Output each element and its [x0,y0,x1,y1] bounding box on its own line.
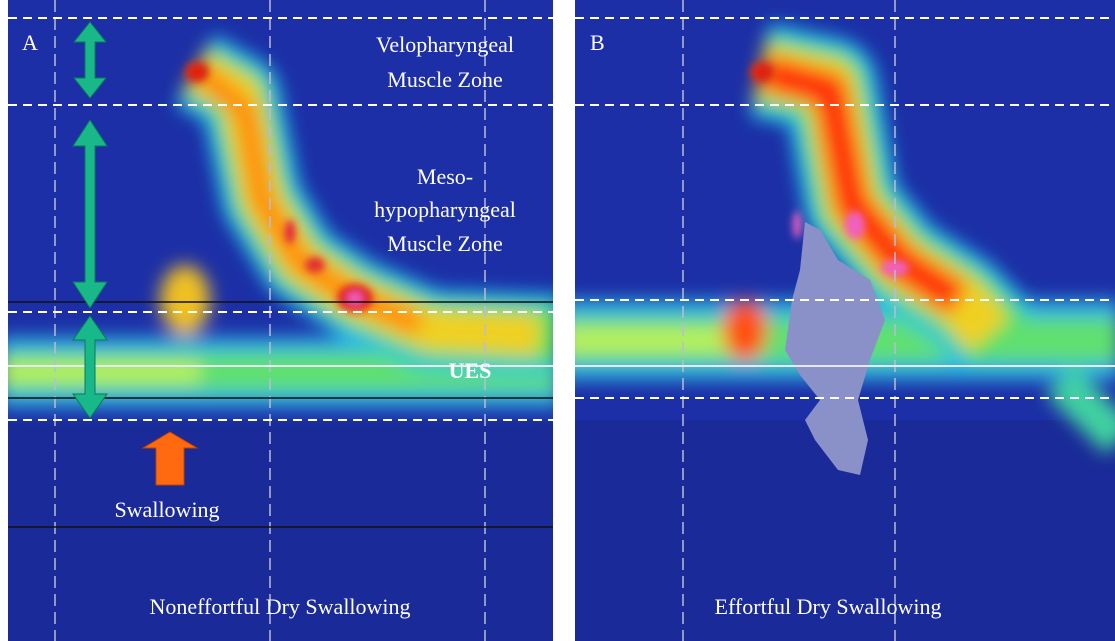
panel-caption: Noneffortful Dry Swallowing [149,594,410,619]
panel-label: A [22,30,38,55]
panel-caption: Effortful Dry Swallowing [715,594,942,619]
panel-b [560,0,1115,641]
zone-label: Meso- [417,164,473,189]
marker-label: Swallowing [114,497,219,522]
zone-label: Muscle Zone [387,67,502,92]
figure: A Velopharyngeal Muscle Zone Meso- hypop… [0,0,1115,641]
zone-label: Velopharyngeal [376,32,514,57]
zone-label: hypopharyngeal [374,197,516,222]
zone-label: Muscle Zone [387,231,502,256]
panel-a [0,0,560,641]
panel-label: B [590,30,605,55]
zone-label: UES [449,358,492,383]
